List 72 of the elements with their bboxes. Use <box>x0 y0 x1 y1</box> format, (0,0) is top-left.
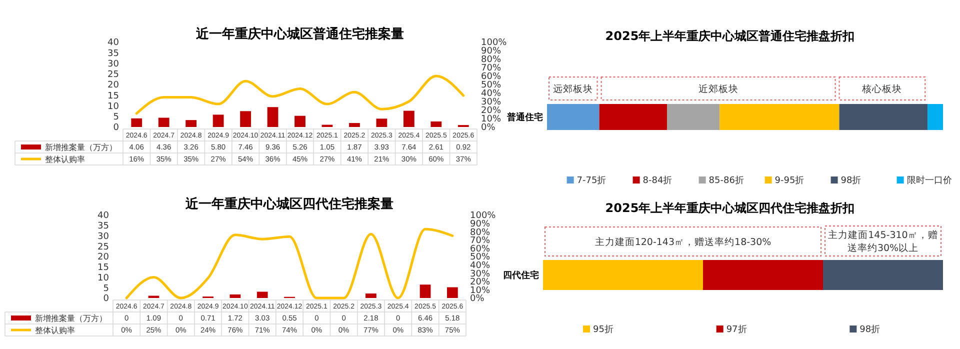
y-tick-label: 40 <box>108 38 120 48</box>
line-series <box>135 74 465 115</box>
bar <box>349 123 360 127</box>
y-tick-label: 5 <box>113 112 119 123</box>
y-tick-label: 四代住宅 <box>503 270 539 282</box>
y-tick-label: 35 <box>108 48 119 59</box>
bar <box>267 107 278 127</box>
y-tick-label: 10 <box>98 273 110 284</box>
y2-tick-label: 10% <box>470 286 490 296</box>
bar <box>294 116 306 127</box>
chart-title: 近一年重庆中心城区普通住宅推案量 <box>195 26 404 42</box>
y-tick-label: 25 <box>98 242 109 252</box>
legend-label: 限时一口价 <box>906 175 952 186</box>
y-tick-label: 15 <box>108 91 119 102</box>
legend-label: 8-84折 <box>642 175 672 186</box>
bar <box>720 104 840 130</box>
annotation: 远郊板块 <box>553 82 594 95</box>
legend-label: 7-75折 <box>576 175 606 186</box>
bar <box>547 104 600 130</box>
y-tick-label: 25 <box>108 70 119 80</box>
legend-label: 新增推案量（万方） <box>35 314 107 323</box>
annotation: 核心板块 <box>861 82 902 95</box>
legend-label: 97折 <box>726 324 747 336</box>
y2-tick-label: 90% <box>470 219 490 230</box>
bar <box>839 104 928 130</box>
legend-label: 新增推案量（万方） <box>45 142 117 152</box>
legend-label: 9-95折 <box>774 175 804 186</box>
y-tick-label: 40 <box>98 211 110 222</box>
y2-tick-label: 60% <box>470 244 490 254</box>
line-series <box>125 228 454 300</box>
y2-tick-label: 10% <box>481 114 502 125</box>
legend-label: 整体认购率 <box>45 154 85 164</box>
y-tick-label: 0 <box>113 123 120 134</box>
bar <box>446 287 458 298</box>
bar <box>666 104 720 130</box>
legend-label: 98折 <box>860 324 880 336</box>
legend-label: 整体认购率 <box>35 326 75 335</box>
chart-title: 2025年上半年重庆中心城区普通住宅推盘折扣 <box>605 29 855 43</box>
y2-tick-label: 0% <box>481 123 496 134</box>
chart-title: 2025年上半年重庆中心城区四代住宅推盘折扣 <box>605 201 855 215</box>
bar <box>186 120 197 127</box>
y2-tick-label: 40% <box>470 260 490 271</box>
bar <box>158 118 170 127</box>
bar <box>230 294 241 298</box>
bar <box>240 111 251 127</box>
y-tick-label: 10 <box>108 102 120 112</box>
y-tick-label: 20 <box>98 252 110 263</box>
bar <box>430 121 442 127</box>
y-tick-label: 30 <box>108 59 120 70</box>
y-tick-label: 15 <box>98 263 109 274</box>
bar <box>212 114 224 127</box>
y-tick-label: 30 <box>98 232 110 242</box>
annotation: 近郊板块 <box>698 82 738 95</box>
legend-label: 98折 <box>840 175 862 186</box>
y-tick-label: 35 <box>98 222 109 232</box>
y-tick-label: 0 <box>103 294 110 304</box>
bar <box>928 104 943 130</box>
legend-label: 95折 <box>593 324 614 336</box>
text: 主力建面120-143㎡，赠送率约18-30% <box>594 236 772 248</box>
y-tick-label: 普通住宅 <box>506 111 543 124</box>
bar <box>376 118 388 127</box>
bar <box>403 110 414 127</box>
bar <box>599 104 667 130</box>
legend-label: 85-86折 <box>708 175 744 186</box>
bar <box>366 293 376 298</box>
y2-tick-label: 0% <box>470 294 485 304</box>
y-tick-label: 5 <box>103 284 109 294</box>
y-tick-label: 20 <box>108 80 120 91</box>
bar <box>420 284 431 298</box>
bar <box>256 292 268 298</box>
chart-title: 近一年重庆中心城区四代住宅推案量 <box>184 196 394 212</box>
bar <box>131 118 142 127</box>
